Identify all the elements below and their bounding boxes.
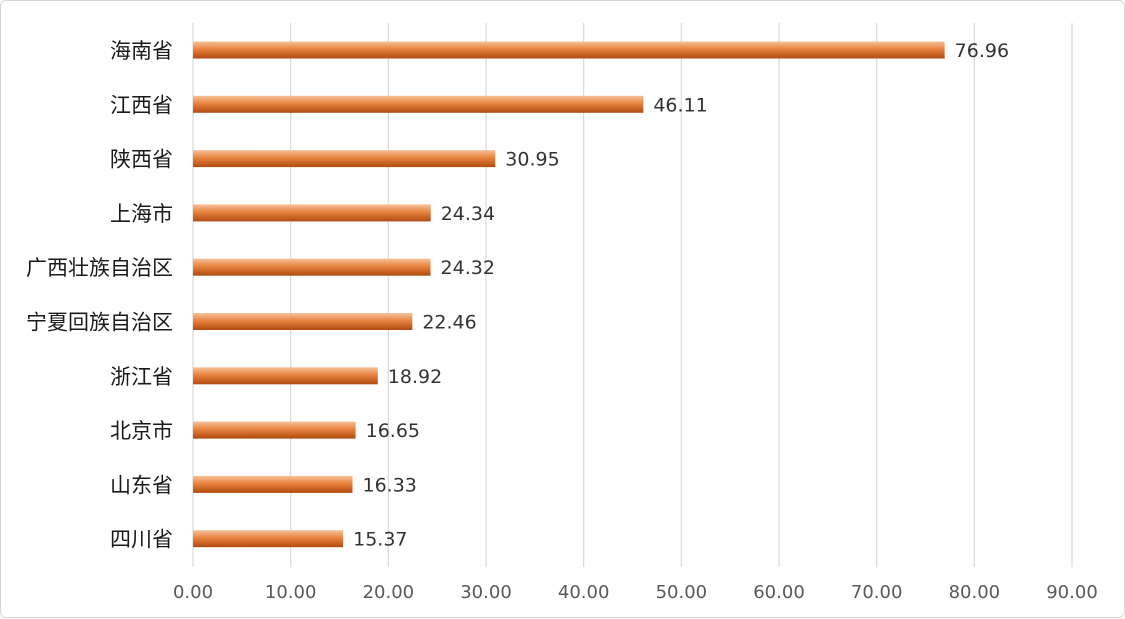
- bar: [193, 204, 431, 222]
- x-tick-label: 80.00: [949, 582, 1001, 603]
- data-label: 76.96: [955, 40, 1009, 62]
- x-tick-label: 60.00: [753, 582, 805, 603]
- category-label: 北京市: [110, 419, 173, 443]
- x-tick-label: 70.00: [851, 582, 903, 603]
- data-label: 16.33: [362, 474, 416, 496]
- category-label: 山东省: [110, 473, 173, 497]
- category-label: 陕西省: [110, 148, 173, 172]
- x-tick-label: 30.00: [460, 582, 512, 603]
- category-label: 上海市: [110, 202, 173, 226]
- bar: [193, 41, 945, 59]
- bar: [193, 367, 378, 385]
- x-tick-label: 50.00: [656, 582, 708, 603]
- category-label: 海南省: [110, 39, 173, 63]
- category-label: 江西省: [110, 93, 173, 117]
- category-label: 浙江省: [110, 365, 173, 389]
- bar: [193, 421, 356, 439]
- gridlines: [192, 23, 1073, 567]
- data-label: 15.37: [353, 529, 407, 551]
- x-tick-label: 0.00: [173, 582, 213, 603]
- category-label: 四川省: [110, 528, 173, 552]
- bar: [193, 313, 413, 330]
- data-label: 24.34: [441, 203, 495, 225]
- bar: [193, 530, 344, 548]
- category-label: 广西壮族自治区: [26, 256, 173, 280]
- bar: [193, 258, 431, 276]
- value-labels: 76.96 46.11 30.95 24.34 24.32 22.46 18.92 16.65…: [353, 40, 1009, 551]
- x-axis-tick-labels: 0.00 10.00 20.00 30.00 40.00 50.00 60.00 70.00 8…: [173, 582, 1098, 603]
- data-label: 16.65: [366, 420, 420, 442]
- bar: [193, 150, 496, 168]
- x-tick-label: 10.00: [265, 582, 317, 603]
- bars: [193, 41, 945, 548]
- bar: [193, 475, 353, 493]
- data-label: 18.92: [388, 366, 442, 388]
- data-label: 22.46: [422, 312, 476, 334]
- bar: [193, 95, 644, 113]
- data-label: 46.11: [653, 94, 707, 116]
- x-tick-label: 40.00: [558, 582, 610, 603]
- category-label: 宁夏回族自治区: [26, 311, 173, 335]
- data-label: 30.95: [505, 149, 559, 171]
- x-tick-label: 90.00: [1046, 582, 1098, 603]
- data-label: 24.32: [441, 257, 495, 279]
- x-tick-label: 20.00: [363, 582, 415, 603]
